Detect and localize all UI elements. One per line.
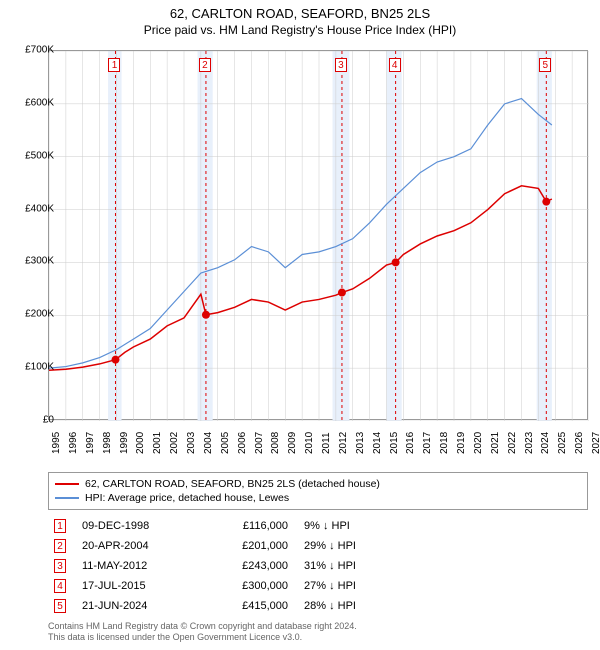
tx-price: £415,000 [208,600,288,612]
plot-area [48,50,588,420]
event-marker-box: 5 [539,58,551,72]
legend-item: 62, CARLTON ROAD, SEAFORD, BN25 2LS (det… [55,477,581,491]
x-tick-label: 2004 [203,432,214,454]
y-tick-label: £0 [4,415,54,426]
x-tick-label: 2020 [473,432,484,454]
y-tick-label: £100K [4,362,54,373]
x-tick-label: 2012 [338,432,349,454]
transactions-table: 1 09-DEC-1998 £116,000 9% ↓ HPI 2 20-APR-2004… [48,516,588,616]
x-tick-label: 2003 [186,432,197,454]
tx-diff: 28% ↓ HPI [304,600,404,612]
x-tick-label: 2005 [220,432,231,454]
x-tick-label: 2008 [270,432,281,454]
x-tick-label: 2010 [304,432,315,454]
x-tick-label: 1998 [102,432,113,454]
footer-attribution: Contains HM Land Registry data © Crown c… [48,621,357,644]
y-tick-label: £600K [4,97,54,108]
tx-marker: 5 [54,599,66,613]
legend-label: HPI: Average price, detached house, Lewe… [85,492,289,504]
tx-date: 17-JUL-2015 [82,580,192,592]
x-tick-label: 2026 [574,432,585,454]
x-tick-label: 2016 [405,432,416,454]
x-tick-label: 2019 [456,432,467,454]
x-tick-label: 1996 [68,432,79,454]
chart-title: 62, CARLTON ROAD, SEAFORD, BN25 2LS [0,0,600,21]
tx-price: £243,000 [208,560,288,572]
tx-diff: 27% ↓ HPI [304,580,404,592]
y-tick-label: £700K [4,45,54,56]
x-tick-label: 2021 [490,432,501,454]
tx-marker: 3 [54,559,66,573]
x-tick-label: 2023 [524,432,535,454]
x-tick-label: 2011 [321,432,332,454]
chart-container: 62, CARLTON ROAD, SEAFORD, BN25 2LS Pric… [0,0,600,650]
x-tick-label: 2017 [422,432,433,454]
x-tick-label: 2007 [254,432,265,454]
tx-marker: 2 [54,539,66,553]
tx-diff: 29% ↓ HPI [304,540,404,552]
chart-subtitle: Price paid vs. HM Land Registry's House … [0,21,600,43]
x-tick-label: 1997 [85,432,96,454]
tx-diff: 31% ↓ HPI [304,560,404,572]
x-tick-label: 2027 [591,432,600,454]
footer-line: Contains HM Land Registry data © Crown c… [48,621,357,633]
event-marker-box: 3 [335,58,347,72]
x-tick-label: 1999 [119,432,130,454]
x-tick-label: 2000 [135,432,146,454]
event-marker-box: 4 [389,58,401,72]
transaction-row: 4 17-JUL-2015 £300,000 27% ↓ HPI [48,576,588,596]
x-tick-label: 2024 [540,432,551,454]
x-tick-label: 2013 [355,432,366,454]
tx-price: £300,000 [208,580,288,592]
x-tick-label: 1995 [51,432,62,454]
legend: 62, CARLTON ROAD, SEAFORD, BN25 2LS (det… [48,472,588,510]
tx-date: 09-DEC-1998 [82,520,192,532]
tx-date: 20-APR-2004 [82,540,192,552]
x-tick-label: 2022 [507,432,518,454]
transaction-row: 3 11-MAY-2012 £243,000 31% ↓ HPI [48,556,588,576]
x-tick-label: 2015 [389,432,400,454]
x-tick-label: 2001 [152,432,163,454]
legend-label: 62, CARLTON ROAD, SEAFORD, BN25 2LS (det… [85,478,380,490]
transaction-row: 1 09-DEC-1998 £116,000 9% ↓ HPI [48,516,588,536]
transaction-row: 2 20-APR-2004 £201,000 29% ↓ HPI [48,536,588,556]
tx-date: 21-JUN-2024 [82,600,192,612]
x-tick-label: 2006 [237,432,248,454]
y-tick-label: £500K [4,150,54,161]
tx-price: £201,000 [208,540,288,552]
x-tick-label: 2018 [439,432,450,454]
x-tick-label: 2025 [557,432,568,454]
y-tick-label: £400K [4,203,54,214]
tx-date: 11-MAY-2012 [82,560,192,572]
x-tick-label: 2009 [287,432,298,454]
tx-diff: 9% ↓ HPI [304,520,404,532]
event-marker-box: 1 [108,58,120,72]
y-tick-label: £300K [4,256,54,267]
event-marker-box: 2 [199,58,211,72]
chart-svg [49,51,589,421]
x-tick-label: 2014 [372,432,383,454]
tx-marker: 1 [54,519,66,533]
legend-item: HPI: Average price, detached house, Lewe… [55,491,581,505]
transaction-row: 5 21-JUN-2024 £415,000 28% ↓ HPI [48,596,588,616]
y-tick-label: £200K [4,309,54,320]
tx-price: £116,000 [208,520,288,532]
tx-marker: 4 [54,579,66,593]
x-tick-label: 2002 [169,432,180,454]
footer-line: This data is licensed under the Open Gov… [48,632,357,644]
legend-swatch [55,497,79,499]
legend-swatch [55,483,79,485]
